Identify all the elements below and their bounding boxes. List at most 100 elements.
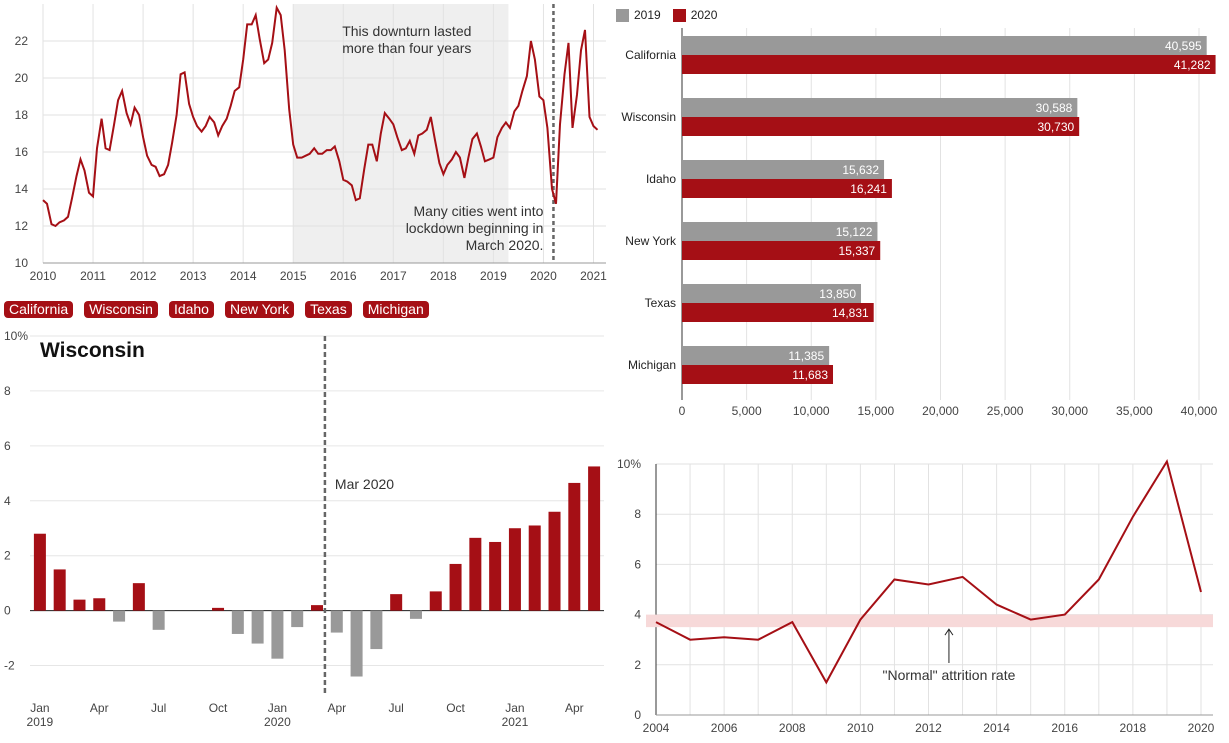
- bar-2019: [682, 36, 1207, 55]
- y-tick-label: 20: [15, 71, 29, 85]
- category-label: Texas: [645, 296, 676, 310]
- x-tick-year: 2019: [27, 715, 54, 729]
- x-tick-label: 2012: [915, 721, 942, 735]
- y-tick-label: 16: [15, 145, 29, 159]
- state-button-california[interactable]: California: [4, 301, 74, 318]
- downturn-annotation-line: more than four years: [342, 40, 471, 56]
- x-tick-label: 25,000: [987, 404, 1024, 418]
- bar: [231, 610, 244, 634]
- bar-2020: [682, 365, 834, 384]
- bar-value-label: 13,850: [819, 287, 856, 301]
- category-label: New York: [625, 234, 677, 248]
- x-tick-month: Jan: [30, 701, 49, 715]
- bar: [271, 610, 284, 659]
- bar: [73, 599, 86, 611]
- bar: [390, 594, 403, 611]
- bar-2020: [682, 241, 881, 260]
- x-tick-month: Oct: [209, 701, 228, 715]
- x-tick-label: 2016: [1051, 721, 1078, 735]
- x-tick-month: Jul: [389, 701, 404, 715]
- y-tick-label: -2: [4, 659, 15, 673]
- bar-2020: [682, 117, 1080, 136]
- x-tick-year: 2020: [264, 715, 291, 729]
- bar-2020: [682, 303, 874, 322]
- bar-2020: [682, 179, 892, 198]
- x-tick-month: Apr: [565, 701, 584, 715]
- bar: [449, 563, 462, 611]
- bar: [311, 605, 323, 611]
- bar: [469, 537, 482, 611]
- legend-label-2019: 2019: [634, 8, 661, 22]
- x-tick-label: 2020: [530, 269, 557, 283]
- bar: [429, 591, 442, 611]
- legend-label-2020: 2020: [690, 8, 718, 22]
- series-line: [42, 4, 599, 228]
- legend-swatch-2020: [672, 8, 686, 22]
- bar: [548, 511, 561, 611]
- y-tick-label: 2: [4, 549, 11, 563]
- category-label: Wisconsin: [621, 110, 676, 124]
- bar-value-label: 14,831: [832, 306, 869, 320]
- x-tick-label: 2013: [180, 269, 207, 283]
- state-button-michigan[interactable]: Michigan: [362, 301, 429, 318]
- x-tick-label: 10,000: [793, 404, 830, 418]
- x-tick-label: 2008: [779, 721, 806, 735]
- downturn-annotation-line: This downturn lasted: [342, 23, 471, 39]
- x-tick-label: 40,000: [1181, 404, 1218, 418]
- x-tick-label: 2012: [130, 269, 157, 283]
- y-tick-label: 8: [4, 384, 11, 398]
- y-tick-label: 8: [634, 507, 641, 521]
- x-tick-month: Jan: [505, 701, 524, 715]
- y-tick-label: 14: [15, 182, 29, 196]
- x-tick-label: 2010: [30, 269, 57, 283]
- y-tick-label: 2: [634, 658, 641, 672]
- legend-item-2019: 2019: [616, 8, 661, 22]
- bar-value-label: 16,241: [850, 182, 887, 196]
- state-selector: California Wisconsin Idaho New York Texa…: [4, 301, 429, 318]
- x-tick-label: 2020: [1188, 721, 1215, 735]
- state-button-idaho[interactable]: Idaho: [168, 301, 214, 318]
- annotation-arrow-head: [944, 628, 954, 636]
- bar: [152, 610, 165, 630]
- bar: [132, 583, 145, 611]
- x-tick-label: 35,000: [1116, 404, 1153, 418]
- bar-2019: [682, 222, 878, 241]
- bar: [528, 525, 541, 611]
- x-tick-month: Apr: [90, 701, 109, 715]
- y-tick-label: 22: [15, 34, 29, 48]
- x-tick-label: 2014: [983, 721, 1010, 735]
- bar-value-label: 40,595: [1165, 39, 1202, 53]
- y-tick-label: 10%: [617, 457, 641, 471]
- bar-value-label: 15,122: [836, 225, 873, 239]
- x-tick-label: 0: [679, 404, 686, 418]
- normal-rate-band: [646, 614, 1213, 628]
- mar-2020-label: Mar 2020: [335, 476, 394, 492]
- bar: [93, 598, 106, 611]
- x-tick-label: 5,000: [732, 404, 762, 418]
- category-label: California: [625, 48, 676, 62]
- lockdown-annotation-line: Many cities went into: [414, 203, 544, 219]
- x-tick-label: 20,000: [922, 404, 959, 418]
- y-tick-label: 6: [634, 557, 641, 571]
- y-tick-label: 18: [15, 108, 29, 122]
- state-button-texas[interactable]: Texas: [305, 301, 352, 318]
- category-label: Idaho: [646, 172, 676, 186]
- y-tick-label: 4: [4, 494, 11, 508]
- x-tick-year: 2021: [502, 715, 529, 729]
- x-tick-label: 2019: [480, 269, 507, 283]
- bar: [489, 541, 502, 611]
- lockdown-annotation-line: lockdown beginning in: [406, 220, 544, 236]
- bar: [588, 466, 601, 611]
- bar-value-label: 15,632: [842, 163, 879, 177]
- category-label: Michigan: [628, 358, 676, 372]
- state-button-new-york[interactable]: New York: [224, 301, 295, 318]
- bar: [568, 482, 581, 611]
- y-tick-label: 10: [15, 256, 29, 270]
- state-button-wisconsin[interactable]: Wisconsin: [84, 301, 158, 318]
- bar: [409, 610, 422, 619]
- x-tick-label: 2014: [230, 269, 257, 283]
- bar-value-label: 11,683: [792, 368, 828, 382]
- x-tick-label: 2006: [711, 721, 738, 735]
- x-tick-label: 2018: [1120, 721, 1147, 735]
- bar: [291, 610, 304, 628]
